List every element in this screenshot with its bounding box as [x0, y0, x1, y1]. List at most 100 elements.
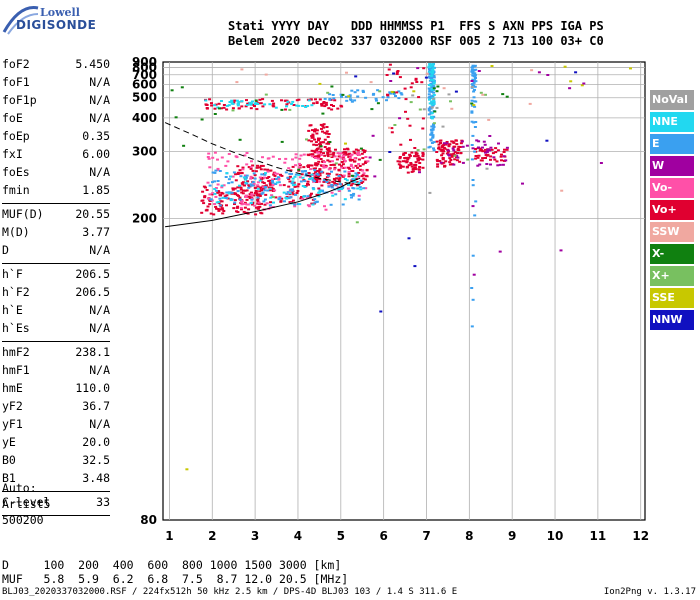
echo-point-vo: [407, 164, 411, 167]
echo-point-e: [388, 91, 392, 94]
echo-point-vo: [447, 143, 451, 146]
echo-point-vo: [205, 107, 209, 110]
echo-point-vo: [259, 178, 263, 181]
params-separator: [2, 263, 110, 264]
echo-point-vo: [458, 160, 462, 163]
echo-point-nne: [220, 184, 224, 187]
echo-point-vo: [257, 206, 261, 209]
echo-point-e: [432, 115, 436, 118]
echo-point-vo: [316, 157, 320, 160]
echo-point-vo: [477, 154, 481, 157]
params-separator: [2, 491, 110, 492]
param-row: B0 32.5: [2, 453, 110, 471]
echo-point-x: [355, 221, 359, 224]
echo-point-e: [213, 180, 217, 183]
legend-item: NNW: [650, 310, 694, 330]
echo-point-e: [470, 120, 474, 123]
param-row: h`F 206.5: [2, 267, 110, 285]
echo-point-vo: [361, 169, 365, 172]
echo-point-vo: [326, 151, 330, 154]
echo-point-e: [472, 81, 476, 84]
echo-point-vo: [315, 148, 319, 150]
echo-point-vo: [336, 152, 340, 155]
echo-point-vo: [356, 166, 360, 169]
echo-point-vo: [354, 177, 358, 180]
echo-point-nne: [220, 100, 223, 102]
echo-point-vo: [357, 194, 361, 197]
echo-point-e: [430, 131, 434, 134]
echo-point-e: [375, 99, 378, 102]
echo-point-vo: [503, 148, 506, 151]
echo-point-vo: [364, 156, 368, 158]
echo-point-vo: [395, 71, 399, 74]
legend-item: NoVal: [650, 90, 694, 110]
echo-point-nne: [204, 99, 208, 102]
echo-point-ssw: [528, 102, 532, 105]
echo-point-vo: [494, 151, 498, 154]
echo-point-vo: [214, 195, 218, 198]
echo-point-vo: [331, 160, 334, 163]
echo-point-vo: [447, 150, 450, 153]
param-value: N/A: [89, 363, 110, 377]
echo-point-vo: [442, 144, 445, 147]
echo-point-e: [472, 90, 476, 93]
echo-point-vo: [309, 98, 313, 101]
echo-point-vo: [220, 156, 224, 159]
echo-point-vo: [258, 190, 262, 193]
echo-point-nne: [249, 201, 253, 204]
echo-point-e: [432, 85, 436, 88]
echo-point-w: [368, 156, 372, 159]
param-value: 33: [96, 495, 110, 509]
param-name: M(D): [2, 225, 30, 239]
echo-point-vo: [348, 167, 352, 170]
echo-point-nne: [308, 178, 312, 180]
echo-point-vo: [402, 153, 406, 156]
echo-point-e: [432, 125, 436, 128]
echo-point-vo: [332, 105, 335, 107]
param-value: 238.1: [75, 345, 110, 359]
echo-point-vo: [398, 157, 402, 160]
echo-point-nne: [431, 64, 435, 67]
echo-point-vo: [321, 130, 324, 133]
echo-point-vo: [319, 153, 323, 156]
echo-point-e: [359, 179, 363, 182]
echo-point-e: [397, 90, 401, 93]
echo-point-vo: [315, 151, 319, 154]
echo-point-vo: [300, 173, 304, 176]
echo-point-vo: [421, 158, 425, 161]
echo-point-e: [470, 70, 474, 73]
echo-point-e: [284, 171, 288, 174]
logo-swoosh-icon: [2, 6, 39, 35]
echo-point-e: [263, 198, 267, 201]
echo-point-vo: [219, 107, 223, 110]
header-line1: Stati YYYY DAY DDD HHMMSS P1 FFS S AXN P…: [228, 19, 604, 33]
echo-point-nne: [275, 181, 279, 184]
echo-point-vo: [311, 153, 315, 156]
param-value: 20.55: [75, 207, 110, 221]
x-tick-label: 2: [208, 529, 216, 543]
echo-point-nne: [298, 203, 302, 206]
echo-point-x: [264, 93, 268, 96]
echo-point-vo: [345, 153, 349, 156]
echo-point-e: [354, 172, 358, 175]
echo-point-vo: [248, 193, 252, 196]
echo-point-vo: [297, 98, 301, 101]
echo-point-e: [471, 74, 475, 77]
echo-point-e: [428, 76, 432, 79]
echo-point-noval: [432, 97, 436, 100]
param-row: B1 3.48: [2, 471, 110, 489]
legend-item: NNE: [650, 112, 694, 132]
echo-point-vo: [298, 164, 302, 167]
echo-point-vo: [307, 139, 311, 142]
echo-point-vo: [218, 194, 222, 197]
echo-point-vo: [352, 150, 356, 153]
echo-point-vo: [338, 177, 342, 180]
echo-point-e: [470, 158, 474, 161]
param-row: yF2 36.7: [2, 399, 110, 417]
echo-point-x: [180, 86, 184, 89]
echo-point-vo: [325, 132, 328, 135]
echo-point-w: [488, 149, 491, 152]
echo-point-vo: [416, 154, 420, 157]
echo-point-nne: [274, 106, 278, 109]
echo-point-nne: [236, 103, 240, 106]
